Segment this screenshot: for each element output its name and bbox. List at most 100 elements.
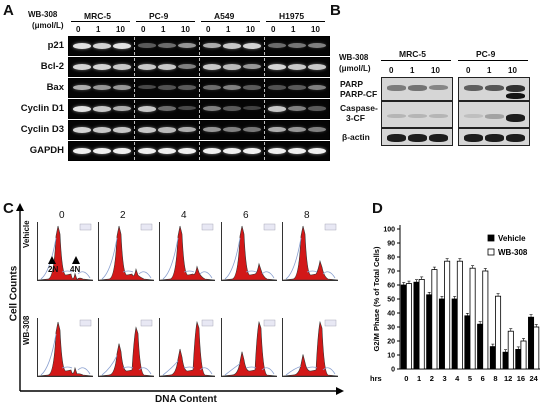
dna-histogram [37, 222, 94, 281]
fit-curve [40, 333, 91, 376]
gel-band [113, 106, 131, 112]
fit-curve [40, 237, 91, 280]
gel-band [203, 148, 221, 154]
gel-band [158, 106, 176, 111]
histogram-legend-box [79, 319, 92, 327]
dna-peak-fill [282, 320, 339, 377]
y-tick-label: 70 [387, 269, 395, 276]
bar [520, 340, 527, 370]
cell-line-underline [201, 21, 260, 22]
x-tick-label: 16 [517, 374, 525, 383]
bar [418, 279, 425, 370]
y-tick-label: 80 [387, 255, 395, 262]
panel-c-axes-arrows [16, 203, 344, 395]
y-tick-label: 10 [387, 353, 395, 360]
blot-row-label: Cyclin D3 [20, 124, 64, 135]
y-tick-label: 60 [387, 283, 395, 290]
gel-divider [199, 142, 200, 160]
y-tick-label: 40 [387, 311, 395, 318]
panel-a-drug-name: WB-308 [28, 10, 58, 19]
bar [489, 346, 496, 370]
dna-peak-fill [159, 225, 216, 281]
gel-band [113, 85, 131, 91]
gel-band [223, 85, 241, 90]
western-band [506, 85, 525, 93]
cell-line-label: MRC-5 [84, 11, 111, 21]
blot-row-label: 3-CF [346, 113, 365, 123]
histogram-legend-box [263, 319, 276, 327]
histogram-legend-box [140, 319, 153, 327]
fit-curve [224, 363, 275, 376]
cell-line-label: PC-9 [149, 11, 169, 21]
histogram-plot [37, 223, 94, 281]
gel-band [158, 127, 176, 133]
gel-band [93, 148, 111, 154]
timepoint-label: 6 [243, 210, 249, 221]
western-blot-strip [458, 77, 530, 101]
fit-curve [285, 237, 336, 280]
dna-histogram [159, 222, 216, 281]
western-band [387, 134, 406, 142]
gel-band [178, 106, 196, 111]
western-band [485, 85, 504, 92]
dna-histogram [221, 222, 278, 281]
gel-divider [264, 100, 265, 118]
western-blot-strip [458, 128, 530, 146]
cell-line-underline [71, 21, 130, 22]
gel-band [288, 127, 306, 133]
dna-peak-fill [37, 321, 94, 377]
timepoint-label: 0 [59, 210, 65, 221]
gel-strip [68, 120, 330, 140]
gel-band [158, 85, 176, 90]
bar [495, 295, 502, 370]
western-band [387, 114, 406, 119]
histogram-legend-box [140, 223, 153, 231]
gel-strip [68, 57, 330, 77]
western-band [408, 134, 427, 142]
gel-band [113, 148, 131, 154]
gel-band [93, 106, 111, 112]
timepoint-label: 8 [304, 210, 310, 221]
panel-c-letter: C [3, 200, 14, 217]
dose-label: 0 [466, 66, 471, 75]
gel-band [288, 148, 306, 154]
histogram-plot [159, 319, 216, 377]
bar [502, 351, 509, 370]
gel-band [73, 43, 91, 49]
bar [482, 270, 489, 370]
dna-histogram [282, 222, 339, 281]
gel-strip [68, 99, 330, 119]
blot-row-label: PARP-CF [340, 89, 378, 99]
gel-band [178, 85, 196, 90]
bar [507, 330, 514, 370]
western-band [506, 114, 525, 122]
gel-band [158, 148, 176, 154]
gel-band [308, 64, 326, 70]
gel-divider [264, 58, 265, 76]
gel-divider [134, 142, 135, 160]
histogram-plot [282, 223, 339, 281]
blot-row-label: β-actin [342, 132, 370, 142]
timepoint-label: 2 [120, 210, 126, 221]
gel-divider [199, 121, 200, 139]
y-axis-label: G2/M Phase (% of Total Cells) [372, 246, 381, 351]
dose-label: 1 [487, 66, 492, 75]
gel-band [113, 64, 131, 70]
gel-band [158, 43, 176, 48]
dna-peak-fill [159, 320, 216, 377]
bar [477, 323, 484, 370]
x-tick-label: 3 [442, 374, 446, 383]
western-blot-strip [381, 128, 453, 146]
dna-peak-fill [37, 225, 94, 281]
western-band [464, 134, 483, 142]
gel-band [308, 127, 326, 132]
gel-band [243, 85, 261, 90]
peak-arrows [48, 256, 80, 264]
fit-curve [101, 237, 152, 280]
gel-band [73, 85, 91, 91]
western-blot-strip [458, 101, 530, 128]
y-tick-label: 90 [387, 241, 395, 248]
cell-counts-label: Cell Counts [8, 265, 20, 322]
gel-band [203, 127, 221, 133]
